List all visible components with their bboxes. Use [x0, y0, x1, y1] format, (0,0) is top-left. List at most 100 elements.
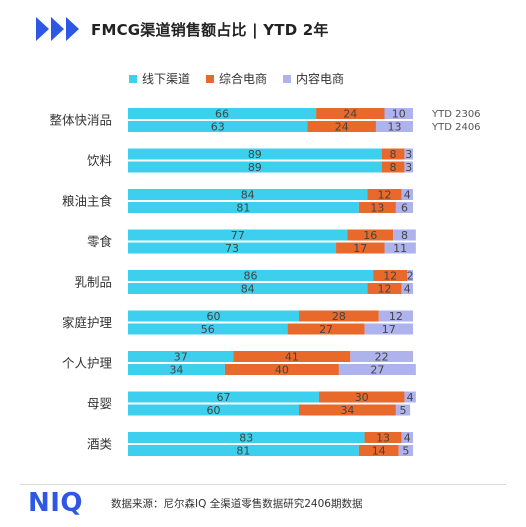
data-label-ecommerce: 34 [340, 404, 354, 417]
bar-segment-offline [128, 283, 368, 294]
category-label-snacks: 零食 [87, 234, 113, 249]
data-label-content: 17 [382, 323, 396, 336]
data-label-content: 27 [370, 364, 384, 377]
data-label-content: 12 [389, 310, 403, 323]
data-label-content: 13 [387, 121, 401, 134]
bar-segment-ecommerce [381, 148, 405, 160]
bar-segment-offline [128, 148, 382, 160]
data-label-ecommerce: 12 [383, 270, 397, 283]
bar-segment-content [401, 189, 413, 200]
data-label-ecommerce: 12 [378, 283, 392, 296]
category-label-total: 整体快消品 [49, 113, 112, 128]
data-label-content: 11 [393, 242, 407, 255]
data-label-ecommerce: 30 [355, 391, 369, 404]
chart-title: FMCG渠道销售额占比 | YTD 2年 [91, 20, 329, 39]
bar-segment-offline [128, 270, 374, 281]
data-label-ecommerce: 40 [275, 364, 289, 377]
bar-segment-offline [128, 445, 359, 456]
bar-segment-content [395, 404, 411, 416]
bar-segment-content [364, 323, 413, 335]
bar-segment-content [401, 283, 413, 294]
legend-label-ecommerce: 综合电商 [219, 72, 268, 86]
data-label-offline: 84 [241, 283, 255, 296]
bar-segment-content [395, 202, 413, 213]
bar-segment-offline [128, 242, 337, 254]
bar-segment-content [375, 121, 413, 132]
data-label-ecommerce: 17 [353, 242, 367, 255]
data-label-ecommerce: 24 [335, 121, 349, 134]
period-label: YTD 2306 [431, 109, 481, 120]
bar-segment-offline [128, 121, 308, 132]
category-label-liquor: 酒类 [87, 437, 113, 452]
data-label-ecommerce: 13 [376, 432, 390, 445]
bar-segment-offline [128, 351, 234, 362]
bar-segment-content [404, 391, 416, 403]
data-label-content: 6 [401, 202, 408, 215]
data-label-offline: 34 [169, 364, 183, 377]
bar-segment-offline [128, 161, 382, 173]
data-label-offline: 60 [207, 404, 221, 417]
bar-segment-ecommerce [373, 270, 408, 281]
data-label-content: 22 [375, 351, 389, 364]
data-label-ecommerce: 41 [285, 351, 299, 364]
data-label-content: 4 [404, 189, 411, 202]
data-label-offline: 67 [216, 391, 230, 404]
legend-item-offline: 线下渠道 [129, 70, 190, 87]
bar-segment-ecommerce [316, 108, 385, 119]
bar-segment-ecommerce [318, 391, 405, 403]
category-label-baby: 母婴 [87, 396, 112, 411]
niq-logo: NIQ [28, 488, 84, 518]
data-label-content: 5 [402, 445, 409, 458]
bar-segment-offline [128, 391, 319, 403]
data-label-offline: 81 [236, 202, 250, 215]
bar-segment-offline [128, 432, 365, 443]
data-label-offline: 83 [239, 432, 253, 445]
bar-segment-content [393, 229, 416, 241]
bar-segment-content [350, 351, 413, 362]
bar-segment-content [407, 270, 413, 281]
bar-segment-offline [128, 108, 317, 119]
data-source-note: 数据来源：尼尔森IQ 全渠道零售数据研究2406期数据 [111, 497, 363, 510]
bar-segment-ecommerce [287, 323, 365, 335]
chevrons-logo-icon [36, 17, 81, 41]
category-label-grain-oil: 粮油主食 [62, 194, 113, 209]
bar-segment-ecommerce [364, 432, 402, 443]
bar-segment-content [401, 432, 413, 443]
bar-segment-offline [128, 202, 359, 213]
bar-segment-ecommerce [358, 445, 399, 456]
data-label-ecommerce: 8 [390, 161, 397, 174]
data-label-offline: 81 [236, 445, 250, 458]
chart-header: FMCG渠道销售额占比 | YTD 2年 [36, 14, 329, 44]
bar-segment-offline [128, 323, 288, 335]
data-label-offline: 86 [244, 270, 258, 283]
legend-item-ecommerce: 综合电商 [206, 70, 267, 87]
period-label: YTD 2406 [431, 122, 481, 133]
data-label-offline: 89 [248, 148, 262, 161]
data-label-content: 4 [404, 432, 411, 445]
data-label-offline: 60 [207, 310, 221, 323]
data-label-offline: 73 [225, 242, 239, 255]
data-label-ecommerce: 28 [332, 310, 346, 323]
bar-segment-ecommerce [307, 121, 376, 132]
data-label-content: 4 [404, 283, 411, 296]
bar-segment-ecommerce [233, 351, 351, 362]
bar-segment-offline [128, 310, 299, 322]
data-label-ecommerce: 14 [372, 445, 386, 458]
category-label-personal-care: 个人护理 [62, 356, 113, 371]
bar-segment-content [338, 364, 416, 375]
chart-legend: 线下渠道 综合电商 内容电商 [129, 70, 344, 87]
legend-swatch-content [283, 74, 292, 83]
footer-divider [20, 484, 506, 485]
data-label-content: 8 [401, 229, 408, 242]
bar-segment-content [384, 108, 413, 119]
data-label-offline: 89 [248, 161, 262, 174]
bar-segment-ecommerce [367, 189, 402, 200]
bar-segment-ecommerce [358, 202, 396, 213]
bar-segment-ecommerce [299, 310, 379, 322]
data-label-offline: 56 [201, 323, 215, 336]
bar-segment-offline [128, 404, 299, 416]
legend-item-content: 内容电商 [283, 70, 344, 87]
bar-segment-ecommerce [299, 404, 396, 416]
data-label-content: 10 [392, 108, 406, 121]
